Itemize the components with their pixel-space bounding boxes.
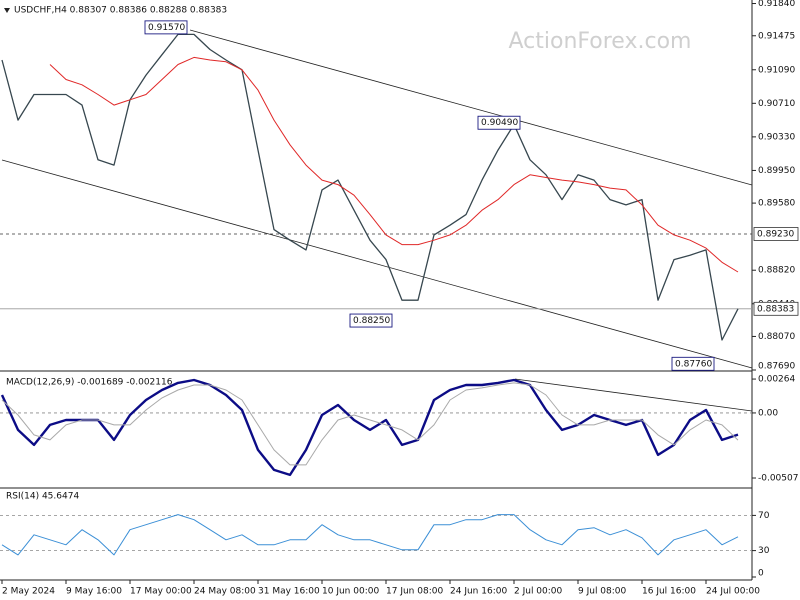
annotation-label: 0.90490 [481,118,518,128]
annotation-box [144,20,188,35]
x-tick-label: 17 Jun 08:00 [386,587,443,597]
y-tick-label: 0.88070 [758,332,795,342]
series-line [1,382,739,466]
level-label: 0.89230 [757,230,794,240]
channel-lower [1,159,753,369]
level-label-box [753,301,799,316]
watermark: ActionForex.com [509,29,692,54]
y-tick-label: 30 [758,546,770,556]
series-line [0,378,739,477]
y-tick-label: 0.00 [758,408,778,418]
x-tick-label: 24 Jul 00:00 [706,587,760,597]
chart-title: USDCHF,H4 0.88307 0.88386 0.88288 0.8838… [14,6,227,16]
annotation-box [671,356,715,371]
x-tick-label: 17 May 00:00 [130,587,192,597]
x-tick-label: 31 May 16:00 [258,587,320,597]
series-line [49,56,739,273]
y-tick-label: 0.91475 [758,31,795,41]
y-tick-label: 0.91090 [758,65,795,75]
y-tick-label: 0.90330 [758,132,795,142]
y-tick-label: -0.00507 [758,474,798,484]
x-tick-label: 2 Jul 00:00 [514,587,563,597]
y-tick-label: 0 [758,569,764,579]
y-tick-label: 0.89950 [758,166,795,176]
level-label-box [753,227,799,241]
x-tick-label: 16 Jul 16:00 [642,587,696,597]
x-tick-label: 24 May 08:00 [194,587,256,597]
x-tick-label: 24 Jun 16:00 [450,587,507,597]
x-tick-label: 10 Jun 00:00 [322,587,379,597]
annotation-label: 0.88250 [353,316,390,326]
y-tick-label: 70 [758,511,770,521]
x-tick-label: 9 Jul 08:00 [578,587,627,597]
annotation-box [477,115,521,130]
collapse-icon [4,8,10,13]
level-label: 0.88383 [757,304,794,314]
x-tick-label: 9 May 16:00 [66,587,122,597]
annotation-label: 0.91570 [148,23,185,33]
y-tick-label: 0.89580 [758,199,795,209]
series-line [1,33,739,341]
y-tick-label: 0.88820 [758,266,795,276]
annotation-box [349,313,393,328]
rsi-title: RSI(14) 45.6474 [6,492,79,502]
series-line [1,514,739,556]
channel-upper [189,29,753,186]
y-tick-label: 0.00264 [758,375,795,385]
y-tick-label: 0.87690 [758,362,795,372]
macd-trend-line [514,378,753,412]
y-tick-label: 0.91840 [758,0,795,9]
y-tick-label: 0.90710 [758,99,795,109]
x-tick-label: 2 May 2024 [2,587,55,597]
annotation-label: 0.87760 [675,359,712,369]
macd-title: MACD(12,26,9) -0.001689 -0.002116 [6,378,173,388]
